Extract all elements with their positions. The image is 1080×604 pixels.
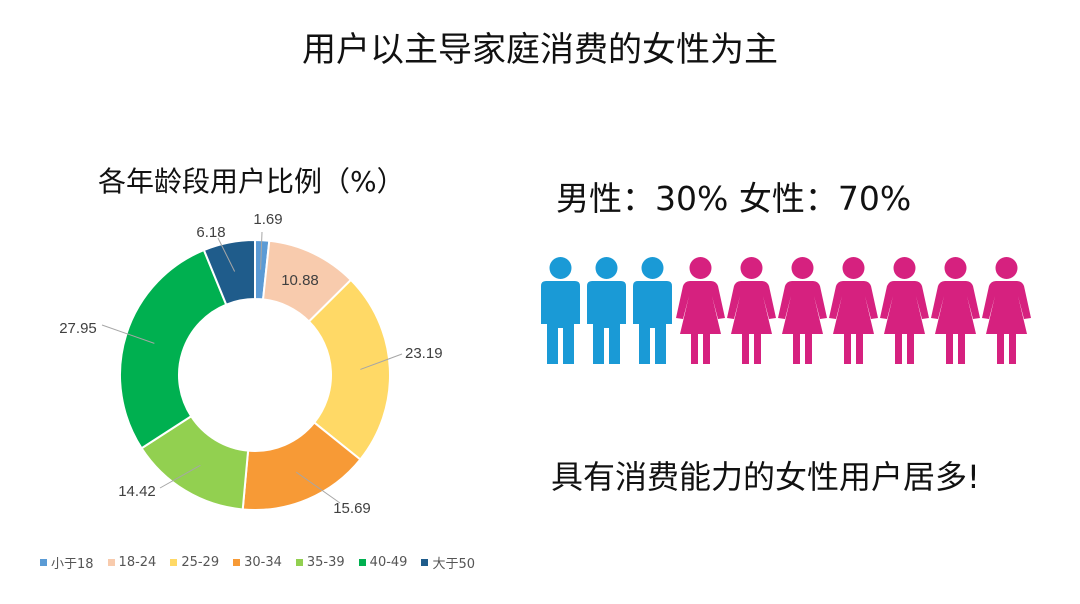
- female-person-icon: [982, 256, 1031, 366]
- legend-item: 小于18: [40, 553, 94, 572]
- female-person-icon: [727, 256, 776, 366]
- female-person-icon: [931, 256, 980, 366]
- female-person-icon: [778, 256, 827, 366]
- leader-line: [360, 353, 403, 370]
- data-label: 15.69: [333, 500, 371, 517]
- data-label: 1.69: [253, 211, 282, 228]
- legend-item: 35-39: [295, 553, 345, 572]
- data-label: 10.88: [281, 272, 319, 289]
- female-person-icon: [829, 256, 878, 366]
- leader-line: [295, 471, 341, 504]
- legend-label: 小于18: [51, 557, 94, 572]
- legend-swatch: [295, 559, 303, 566]
- female-person-icon: [676, 256, 725, 366]
- gender-ratio-text: 男性：30% 女性：70%: [556, 179, 912, 218]
- data-label: 6.18: [196, 224, 225, 241]
- legend-item: 25-29: [170, 553, 219, 572]
- legend-swatch: [170, 559, 178, 566]
- legend-label: 30-34: [244, 555, 282, 570]
- legend-swatch: [40, 559, 47, 566]
- male-person-icon: [536, 256, 585, 366]
- leader-line: [217, 237, 236, 272]
- data-label: 23.19: [405, 345, 443, 362]
- legend-label: 25-29: [181, 555, 220, 570]
- donut-slice-40-49: [119, 248, 228, 450]
- data-label: 14.42: [118, 483, 156, 500]
- legend-item: 18-24: [107, 553, 157, 572]
- gender-pictogram: [536, 256, 1031, 366]
- legend-swatch: [107, 559, 115, 566]
- female-person-icon: [880, 256, 929, 366]
- leader-line: [101, 324, 155, 344]
- summary-text: 具有消费能力的女性用户居多!: [551, 458, 980, 496]
- male-person-icon: [628, 256, 677, 366]
- chart-title: 各年龄段用户比例（%）: [98, 165, 405, 198]
- legend-swatch: [233, 559, 241, 566]
- legend-label: 18-24: [118, 555, 157, 570]
- donut-slice-25-29: [307, 278, 391, 461]
- chart-legend: 小于18 18-24 25-29 30-34 35-39 40-49 大于50: [40, 553, 475, 572]
- page-title: 用户以主导家庭消费的女性为主: [302, 30, 778, 70]
- legend-swatch: [421, 559, 429, 566]
- legend-label: 40-49: [369, 555, 408, 570]
- leader-line: [159, 464, 201, 489]
- data-label: 27.95: [59, 320, 97, 337]
- legend-label: 35-39: [306, 555, 345, 570]
- legend-swatch: [358, 559, 366, 566]
- leader-line: [260, 231, 263, 270]
- male-person-icon: [582, 256, 631, 366]
- legend-item: 40-49: [358, 553, 408, 572]
- legend-label: 大于50: [432, 557, 475, 572]
- legend-item: 30-34: [233, 553, 282, 572]
- donut-slice-大于50: [202, 238, 256, 306]
- legend-item: 大于50: [421, 553, 475, 572]
